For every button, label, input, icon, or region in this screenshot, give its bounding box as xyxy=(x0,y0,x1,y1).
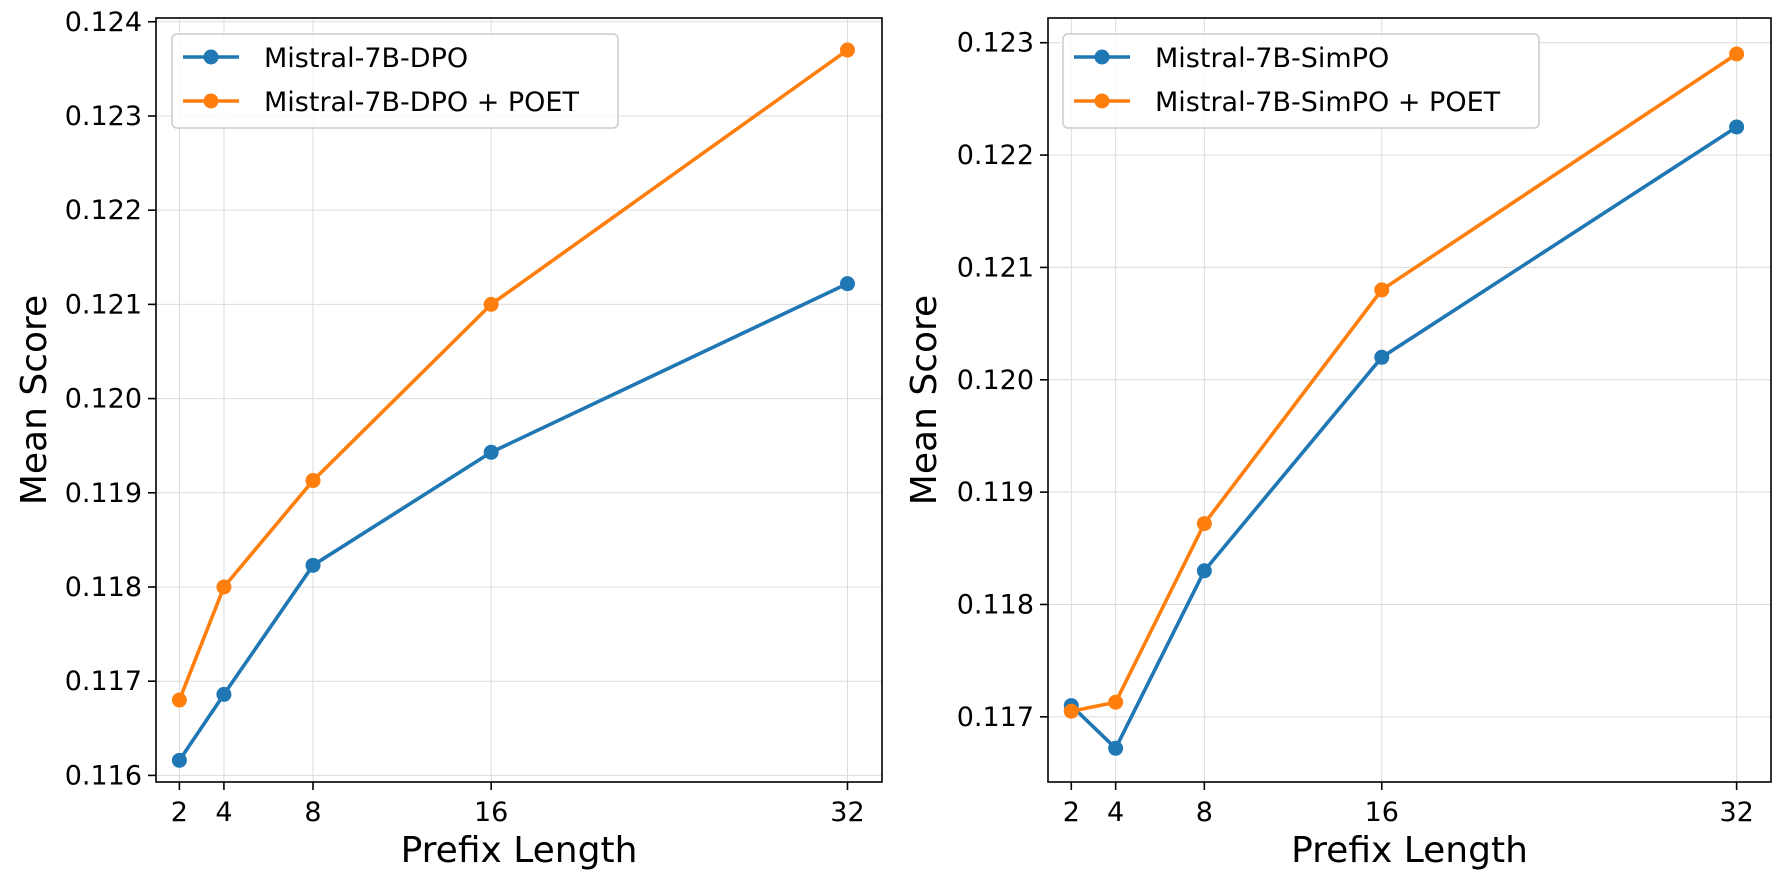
data-point-series-1 xyxy=(216,686,232,702)
data-point-series-2 xyxy=(171,692,187,708)
x-axis-title: Prefix Length xyxy=(1291,830,1528,871)
x-tick-label: 8 xyxy=(304,797,321,828)
legend-swatch-marker xyxy=(203,49,219,65)
data-point-series-2 xyxy=(483,296,499,312)
data-point-series-2 xyxy=(1063,703,1079,719)
series-line-2 xyxy=(1069,52,1739,714)
data-point-series-1 xyxy=(171,752,187,768)
y-tick-label: 0.120 xyxy=(65,384,142,415)
legend-label: Mistral-7B-SimPO xyxy=(1155,43,1389,74)
legend-box xyxy=(171,33,619,129)
y-tick-label: 0.119 xyxy=(65,478,142,509)
data-point-series-1 xyxy=(839,276,855,292)
legend-label: Mistral-7B-SimPO + POET xyxy=(1155,87,1501,118)
y-tick-label: 0.123 xyxy=(65,101,142,132)
x-tick-label: 4 xyxy=(1107,797,1124,828)
series-line-2 xyxy=(177,48,850,702)
data-point-series-1 xyxy=(1374,349,1390,365)
legend-swatch-marker xyxy=(1094,49,1110,65)
data-point-series-2 xyxy=(216,579,232,595)
legend-box xyxy=(1062,33,1540,129)
legend-swatch-marker xyxy=(1094,93,1110,109)
data-point-series-2 xyxy=(1196,516,1212,532)
legend-label: Mistral-7B-DPO xyxy=(264,43,468,74)
data-point-series-1 xyxy=(483,444,499,460)
legend-swatch-marker xyxy=(203,93,219,109)
y-tick-label: 0.120 xyxy=(957,365,1034,396)
legend: Mistral-7B-DPO Mistral-7B-DPO + POET xyxy=(171,33,619,129)
data-point-series-1 xyxy=(1196,563,1212,579)
y-tick-label: 0.122 xyxy=(65,195,142,226)
x-tick-label: 2 xyxy=(171,797,188,828)
data-point-series-2 xyxy=(1108,694,1124,710)
plot-frame xyxy=(155,17,883,783)
y-tick-label: 0.121 xyxy=(65,289,142,320)
y-tick-label: 0.118 xyxy=(65,572,142,603)
data-point-series-1 xyxy=(1729,119,1745,135)
data-point-series-2 xyxy=(839,42,855,58)
x-tick-label: 32 xyxy=(1719,797,1753,828)
data-point-series-2 xyxy=(305,473,321,489)
y-tick-label: 0.119 xyxy=(957,477,1034,508)
series-line-1 xyxy=(1069,125,1739,751)
chart-panel-2: 2 4 8 16 32 0.117 0.118 0.119 0.120 0.121 0.122 0.1… xyxy=(904,17,1772,871)
y-tick-label: 0.124 xyxy=(65,7,142,38)
y-tick-label: 0.118 xyxy=(957,589,1034,620)
data-point-series-1 xyxy=(1108,740,1124,756)
y-tick-label: 0.117 xyxy=(957,702,1034,733)
y-axis-title: Mean Score xyxy=(14,295,55,505)
legend: Mistral-7B-SimPO Mistral-7B-SimPO + POET xyxy=(1062,33,1540,129)
chart-panel-1: 2 4 8 16 32 0.116 0.117 0.118 0.119 0.120 0.121 0.1… xyxy=(14,7,883,871)
plot-frame xyxy=(1047,17,1772,783)
data-point-series-2 xyxy=(1729,46,1745,62)
data-point-series-2 xyxy=(1374,282,1390,298)
x-tick-label: 16 xyxy=(1365,797,1399,828)
y-tick-label: 0.116 xyxy=(65,760,142,791)
y-tick-label: 0.121 xyxy=(957,252,1034,283)
legend-label: Mistral-7B-DPO + POET xyxy=(264,87,579,118)
data-point-series-1 xyxy=(305,557,321,573)
y-tick-label: 0.117 xyxy=(65,666,142,697)
x-axis-title: Prefix Length xyxy=(401,830,638,871)
x-tick-label: 32 xyxy=(830,797,864,828)
y-tick-label: 0.122 xyxy=(957,140,1034,171)
x-tick-label: 2 xyxy=(1063,797,1080,828)
x-tick-label: 16 xyxy=(474,797,508,828)
y-axis-title: Mean Score xyxy=(904,295,945,505)
y-tick-label: 0.123 xyxy=(957,28,1034,59)
x-tick-label: 8 xyxy=(1196,797,1213,828)
x-tick-label: 4 xyxy=(215,797,232,828)
